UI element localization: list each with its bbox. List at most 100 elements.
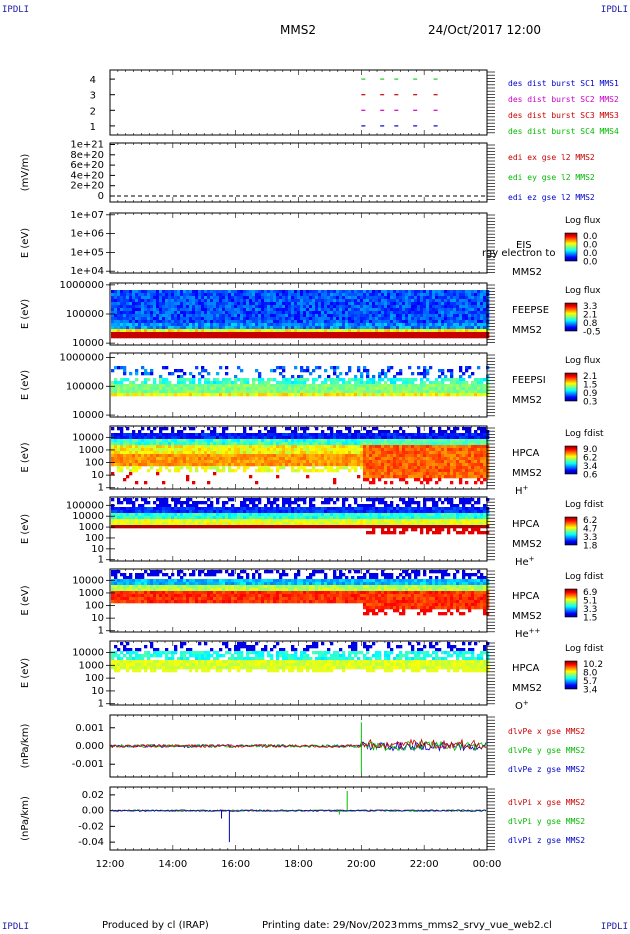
colorbar-title: Log flux (565, 356, 601, 366)
y-tick-label: 1000000 (59, 352, 104, 363)
colorbar-tick-label: 0.0 (583, 232, 598, 242)
colorbar-tick-label: 6.2 (583, 516, 597, 526)
instrument-label: EIS (516, 240, 532, 251)
y-tick-label: -0.02 (78, 821, 104, 832)
instrument-label: FEEPSI (512, 375, 546, 386)
spacecraft-label: MMS2 (512, 539, 542, 550)
y-axis-label: E (eV) (20, 299, 31, 329)
spacecraft-label: MMS2 (512, 611, 542, 622)
y-tick-label: 0.02 (82, 790, 104, 801)
panel-frame-1 (109, 142, 488, 203)
y-tick-label: 1 (98, 699, 104, 710)
y-axis-label: (mV/m) (20, 154, 31, 192)
y-tick-label: 10000 (72, 432, 104, 443)
y-tick-label: 100000 (66, 309, 104, 320)
y-tick-label: 2 (90, 106, 96, 117)
colorbar-tick-label: 0.0 (583, 249, 598, 259)
legend-entry: des dist burst SC3 MMS3 (508, 111, 619, 120)
y-tick-label: -0.001 (72, 759, 104, 770)
y-tick-label: 10000 (72, 338, 104, 349)
spectrogram-image (111, 427, 490, 485)
instrument-label: HPCA (512, 519, 540, 530)
legend-entry: dlvPi x gse MMS2 (508, 798, 585, 807)
y-axis-label: (nPa/km) (20, 796, 31, 841)
corner-label-bottom-left: IPDLI (2, 922, 30, 932)
species-label: H+ (515, 484, 529, 497)
panel-frame-2 (109, 212, 488, 274)
corner-label-top-right: IPDLI (600, 5, 628, 15)
colorbar-tick-label: 8.0 (583, 669, 598, 679)
spacecraft-label: MMS2 (512, 267, 542, 278)
y-tick-label: 8e+20 (70, 150, 104, 161)
y-tick-label: 0.001 (75, 723, 104, 734)
spacecraft-label: MMS2 (512, 325, 542, 336)
y-tick-label: 100 (85, 673, 104, 684)
y-tick-label: 4e+20 (70, 170, 104, 181)
y-tick-label: 1000 (79, 445, 104, 456)
produced-by-text: Produced by cl (IRAP) (102, 920, 209, 931)
y-tick-label: 10000 (72, 575, 104, 586)
y-tick-label: 4 (90, 75, 96, 86)
legend-entry: edi ez gse l2 MMS2 (508, 193, 595, 202)
colorbar-tick-label: 3.3 (583, 302, 597, 312)
panel-frame-10 (109, 786, 488, 851)
overlap-label: rgy electron to (482, 248, 555, 259)
colorbar-tick-label: 6.2 (583, 454, 597, 464)
corner-label-top-left: IPDLI (2, 5, 30, 15)
legend-entry: dlvPe x gse MMS2 (508, 727, 585, 736)
spectrogram-image (111, 498, 490, 535)
y-tick-label: 1000 (79, 588, 104, 599)
colorbar-title: Log flux (565, 216, 601, 226)
colorbar-tick-label: -0.5 (583, 328, 601, 338)
x-tick-label: 18:00 (284, 859, 313, 870)
colorbar-tick-label: 0.0 (583, 241, 598, 251)
x-tick-label: 22:00 (410, 859, 439, 870)
y-axis-label: E (eV) (20, 585, 31, 615)
y-tick-label: 1000 (79, 660, 104, 671)
printing-date-text: Printing date: 29/Nov/2023 (262, 920, 398, 931)
spacecraft-label: MMS2 (512, 395, 542, 406)
colorbar (564, 232, 578, 262)
spacecraft-title: MMS2 (280, 23, 316, 37)
y-tick-label: 10000 (72, 410, 104, 421)
y-tick-label: 1 (90, 122, 96, 133)
y-axis-label: E (eV) (20, 370, 31, 400)
y-axis-label: E (eV) (20, 442, 31, 472)
y-tick-label: 100000 (66, 500, 104, 511)
legend-entry: des dist burst SC4 MMS4 (508, 127, 619, 136)
species-label: O+ (515, 699, 529, 712)
y-tick-label: 2e+20 (70, 181, 104, 192)
colorbar-title: Log fdist (565, 500, 604, 510)
colorbar-tick-label: 4.7 (583, 525, 597, 535)
corner-label-bottom-right: IPDLI (600, 922, 628, 932)
legend-entry: des dist burst SC2 MMS2 (508, 95, 619, 104)
species-label: He++ (515, 627, 541, 640)
instrument-label: HPCA (512, 663, 540, 674)
y-tick-label: 1000000 (59, 280, 104, 291)
colorbar-title: Log fdist (565, 644, 604, 654)
y-tick-label: 100 (85, 458, 104, 469)
filename-text: mms_mms2_srvy_vue_web2.cl (398, 920, 552, 931)
y-tick-label: 1e+04 (70, 266, 104, 277)
colorbar-title: Log fdist (565, 429, 604, 439)
spectrogram-image (111, 366, 490, 397)
colorbar-tick-label: 3.4 (583, 462, 598, 472)
colorbar (564, 516, 578, 546)
y-axis-label: E (eV) (20, 514, 31, 544)
y-tick-label: 10000 (72, 511, 104, 522)
colorbar-tick-label: 2.1 (583, 311, 597, 321)
y-tick-label: 1e+05 (70, 248, 104, 259)
legend-entry: edi ex gse l2 MMS2 (508, 153, 595, 162)
y-tick-label: 6e+20 (70, 160, 104, 171)
series-line-z (110, 809, 487, 812)
legend-entry: dlvPe z gse MMS2 (508, 765, 585, 774)
x-tick-label: 00:00 (473, 859, 502, 870)
colorbar (564, 660, 578, 690)
series-line-x (110, 738, 487, 750)
y-tick-label: 100 (85, 601, 104, 612)
spacecraft-label: MMS2 (512, 683, 542, 694)
y-tick-label: 3 (90, 91, 96, 102)
colorbar-tick-label: 0.3 (583, 398, 597, 408)
y-tick-label: 10 (91, 544, 104, 555)
colorbar (564, 372, 578, 402)
